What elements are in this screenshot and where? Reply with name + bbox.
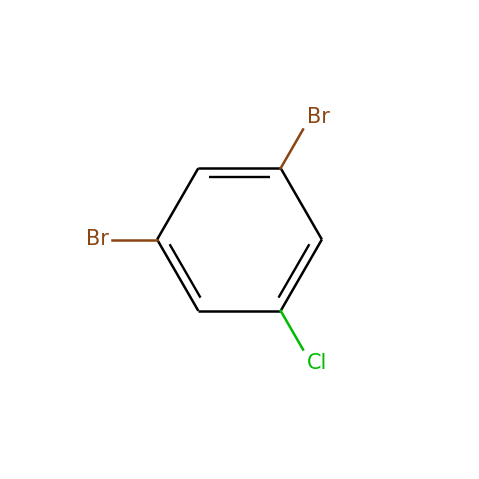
Text: Br: Br xyxy=(86,229,109,250)
Text: Br: Br xyxy=(307,107,330,127)
Text: Cl: Cl xyxy=(307,354,327,373)
